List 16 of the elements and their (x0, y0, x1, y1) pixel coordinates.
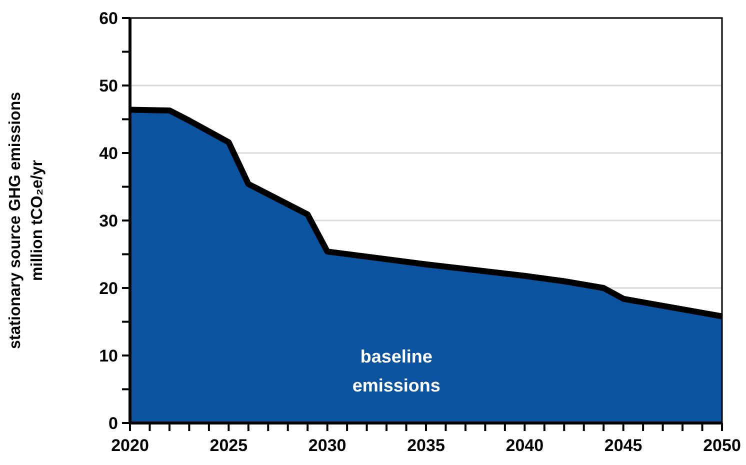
annotation: baseline emissions (352, 346, 440, 396)
y-tick-label: 10 (99, 346, 118, 366)
x-tick-label: 2040 (506, 436, 544, 455)
x-tick-label: 2020 (111, 436, 149, 455)
x-tick-label: 2035 (407, 436, 445, 455)
y-tick-label: 60 (99, 8, 118, 28)
y-tick-label: 0 (108, 414, 118, 433)
x-tick-label: 2025 (210, 436, 248, 455)
x-tick-label: 2050 (703, 436, 741, 455)
y-tick-label: 30 (99, 211, 118, 230)
x-tick-label: 2030 (308, 436, 346, 455)
y-tick-label: 50 (99, 76, 118, 96)
x-tick-label: 2045 (604, 436, 642, 455)
y-tick-label: 20 (99, 278, 118, 298)
y-axis-title: stationary source GHG emissions million tCO₂e/yr (7, 92, 46, 349)
y-tick-label: 40 (99, 144, 118, 163)
